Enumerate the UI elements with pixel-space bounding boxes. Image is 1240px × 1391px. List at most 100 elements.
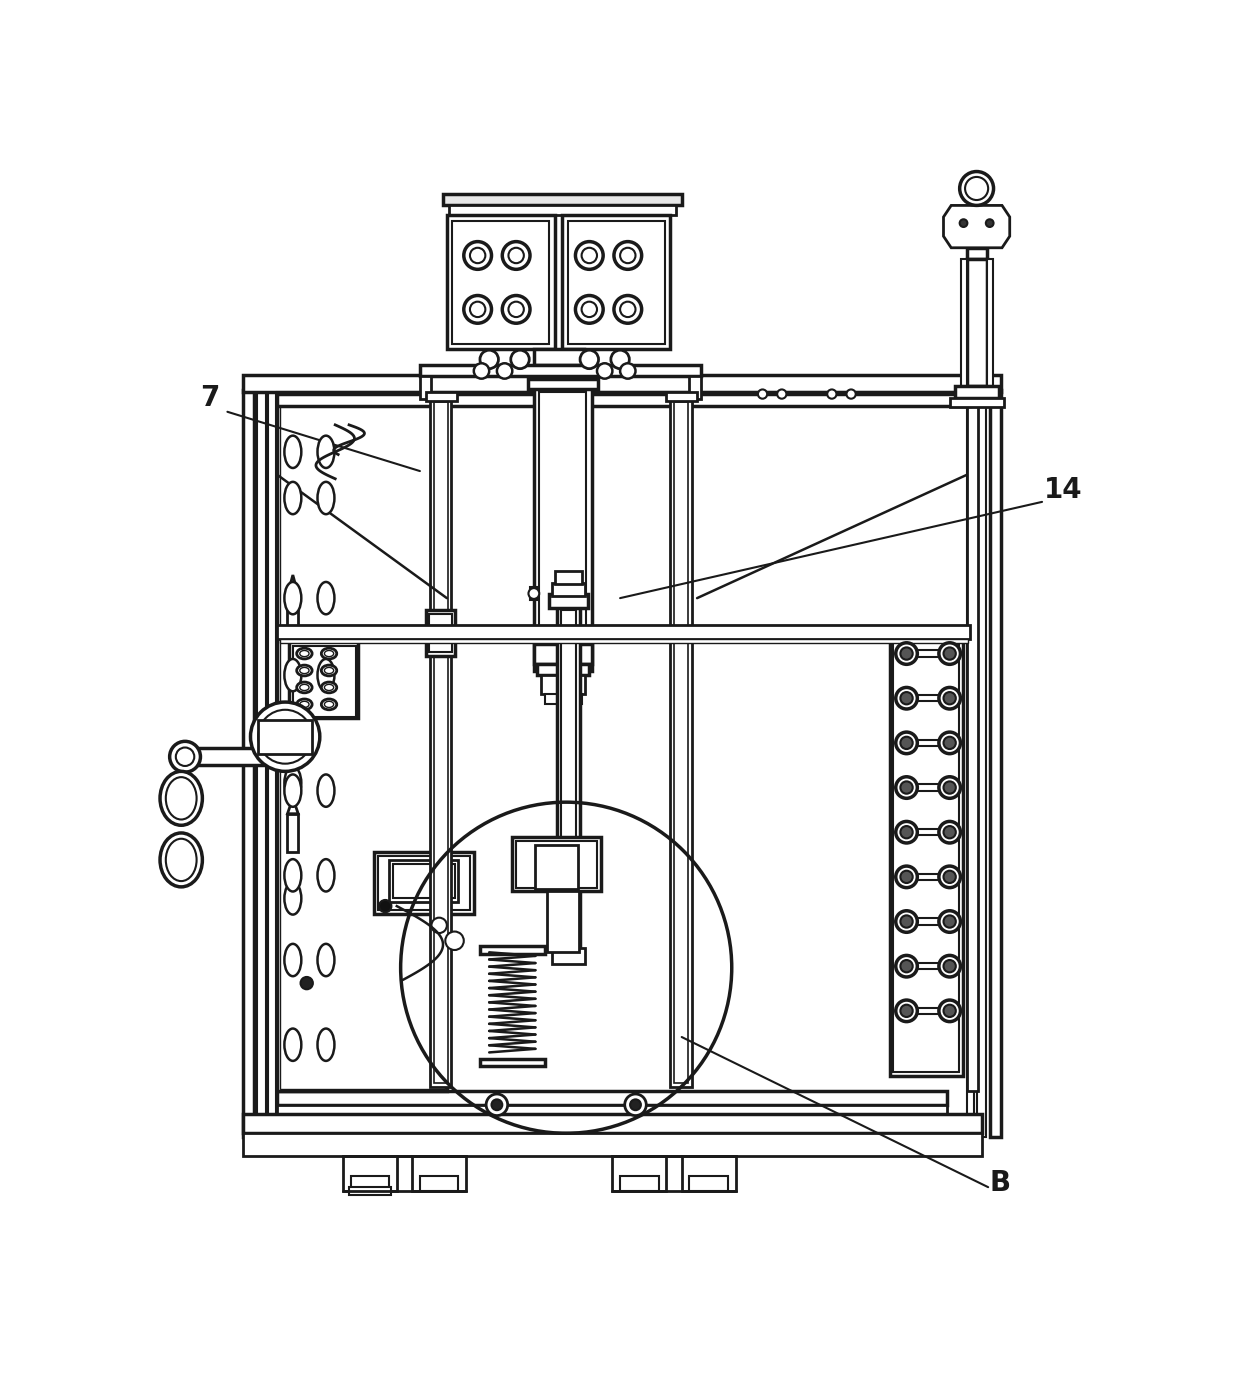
Circle shape — [895, 911, 918, 932]
Circle shape — [960, 220, 967, 227]
Circle shape — [511, 351, 529, 369]
Bar — [343, 1156, 397, 1191]
Bar — [537, 664, 589, 675]
Circle shape — [939, 822, 961, 843]
Circle shape — [611, 351, 630, 369]
Bar — [915, 785, 945, 790]
Ellipse shape — [284, 860, 301, 892]
Circle shape — [300, 723, 312, 736]
Circle shape — [900, 647, 913, 659]
Bar — [950, 398, 1003, 408]
Bar — [480, 946, 544, 954]
Ellipse shape — [325, 651, 334, 657]
Circle shape — [939, 687, 961, 709]
Bar — [552, 583, 585, 595]
Circle shape — [474, 363, 490, 378]
Circle shape — [944, 647, 956, 659]
Bar — [412, 1156, 466, 1191]
Ellipse shape — [317, 860, 335, 892]
Circle shape — [258, 709, 312, 764]
Bar — [894, 633, 959, 1071]
Circle shape — [944, 871, 956, 883]
Circle shape — [620, 248, 635, 263]
Ellipse shape — [296, 648, 312, 659]
Text: 7: 7 — [201, 384, 219, 412]
Bar — [552, 949, 585, 964]
Circle shape — [939, 956, 961, 976]
Circle shape — [960, 171, 993, 206]
Bar — [430, 398, 451, 1088]
Circle shape — [582, 248, 596, 263]
Circle shape — [491, 1099, 502, 1110]
Bar — [393, 864, 455, 899]
Circle shape — [900, 915, 913, 928]
Circle shape — [895, 822, 918, 843]
Circle shape — [250, 702, 320, 772]
Bar — [666, 392, 697, 401]
Ellipse shape — [284, 435, 301, 467]
Bar — [258, 719, 312, 754]
Bar — [990, 391, 1001, 1136]
Bar — [257, 391, 265, 1136]
Circle shape — [777, 389, 786, 399]
Circle shape — [939, 643, 961, 665]
Ellipse shape — [284, 766, 301, 798]
Circle shape — [445, 932, 464, 950]
Bar — [453, 221, 549, 344]
Bar — [536, 844, 578, 889]
Bar — [915, 874, 945, 881]
Ellipse shape — [296, 682, 312, 693]
Bar — [377, 855, 470, 910]
Bar — [987, 259, 993, 387]
Bar — [280, 638, 968, 643]
Ellipse shape — [284, 581, 301, 615]
Bar — [977, 391, 986, 1136]
Ellipse shape — [317, 944, 335, 976]
Circle shape — [944, 782, 956, 794]
Bar — [389, 860, 459, 903]
Circle shape — [620, 363, 635, 378]
Bar — [268, 391, 277, 1136]
Bar — [351, 1175, 389, 1191]
Bar — [549, 594, 588, 608]
Ellipse shape — [317, 659, 335, 691]
Bar — [534, 387, 591, 672]
Bar — [955, 207, 998, 245]
Bar — [289, 641, 358, 718]
Ellipse shape — [296, 700, 312, 709]
Circle shape — [486, 1093, 507, 1116]
Bar — [516, 840, 596, 889]
Circle shape — [900, 693, 913, 704]
Bar — [670, 398, 692, 1088]
Ellipse shape — [160, 833, 202, 887]
Circle shape — [170, 741, 201, 772]
Circle shape — [847, 389, 856, 399]
Ellipse shape — [317, 581, 335, 615]
Bar — [174, 748, 274, 765]
Circle shape — [900, 1004, 913, 1017]
Circle shape — [582, 302, 596, 317]
Bar — [278, 1091, 947, 1104]
Bar — [280, 396, 444, 1089]
Ellipse shape — [166, 839, 197, 881]
Circle shape — [620, 302, 635, 317]
Ellipse shape — [321, 682, 337, 693]
Circle shape — [965, 177, 988, 200]
Circle shape — [944, 826, 956, 839]
Circle shape — [939, 911, 961, 932]
Circle shape — [895, 732, 918, 754]
Ellipse shape — [284, 775, 301, 807]
Circle shape — [895, 867, 918, 887]
Bar — [260, 722, 310, 753]
Bar — [243, 391, 254, 1136]
Circle shape — [944, 1004, 956, 1017]
Circle shape — [625, 1093, 646, 1116]
Ellipse shape — [317, 435, 335, 467]
Bar — [427, 392, 456, 401]
Bar — [689, 377, 701, 399]
Bar — [446, 214, 554, 349]
Bar — [689, 1175, 728, 1191]
Ellipse shape — [300, 668, 309, 673]
Circle shape — [986, 220, 993, 227]
Bar — [539, 392, 587, 668]
